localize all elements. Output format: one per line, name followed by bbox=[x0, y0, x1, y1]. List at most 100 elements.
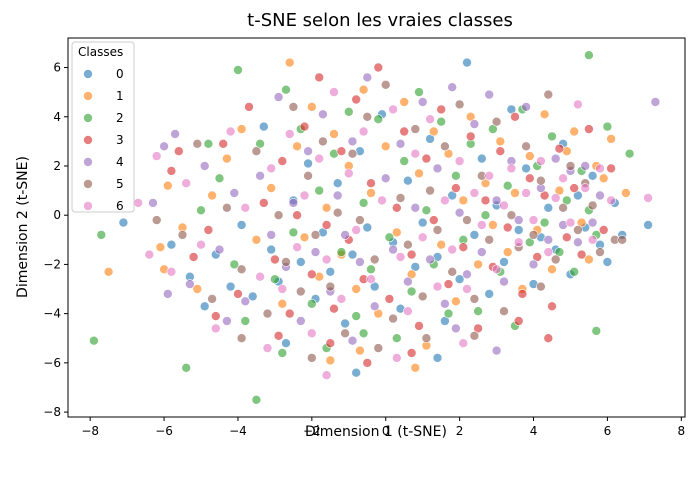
legend-title: Classes bbox=[78, 45, 123, 59]
point-class-2 bbox=[281, 84, 291, 95]
point-class-4 bbox=[318, 109, 328, 120]
point-class-4 bbox=[163, 289, 173, 299]
point-class-6 bbox=[580, 183, 591, 193]
point-class-6 bbox=[395, 252, 406, 262]
point-class-3 bbox=[366, 178, 376, 188]
point-class-4 bbox=[222, 316, 232, 326]
point-class-0 bbox=[166, 239, 177, 250]
point-class-6 bbox=[491, 264, 502, 275]
point-class-4 bbox=[170, 129, 180, 139]
point-class-4 bbox=[491, 195, 502, 206]
point-class-2 bbox=[314, 185, 325, 196]
point-class-3 bbox=[321, 220, 332, 230]
point-class-2 bbox=[406, 286, 417, 297]
point-class-0 bbox=[643, 220, 653, 230]
point-class-6 bbox=[314, 153, 325, 164]
point-class-6 bbox=[151, 151, 162, 161]
point-class-6 bbox=[410, 148, 421, 159]
point-class-5 bbox=[425, 185, 435, 196]
point-class-6 bbox=[606, 195, 616, 206]
y-tick-label: −8 bbox=[43, 405, 61, 419]
point-class-0 bbox=[332, 178, 343, 188]
point-class-1 bbox=[495, 136, 506, 147]
point-class-6 bbox=[513, 237, 524, 248]
point-class-1 bbox=[366, 188, 376, 198]
point-class-2 bbox=[480, 210, 491, 220]
point-class-6 bbox=[440, 195, 450, 206]
y-tick-label: −2 bbox=[43, 257, 61, 271]
point-class-6 bbox=[284, 129, 295, 139]
x-tick-label: −4 bbox=[229, 424, 247, 438]
x-tick-label: 0 bbox=[382, 424, 390, 438]
point-class-3 bbox=[569, 183, 580, 193]
point-class-6 bbox=[266, 163, 277, 174]
point-class-4 bbox=[440, 298, 450, 309]
point-class-2 bbox=[547, 131, 557, 142]
point-class-0 bbox=[602, 257, 613, 267]
point-class-5 bbox=[454, 99, 465, 110]
point-class-4 bbox=[513, 215, 524, 225]
point-class-5 bbox=[536, 281, 546, 292]
point-class-3 bbox=[244, 102, 254, 112]
point-class-3 bbox=[576, 249, 587, 260]
point-class-4 bbox=[369, 301, 380, 312]
point-class-0 bbox=[543, 203, 554, 213]
legend-marker-4 bbox=[83, 157, 93, 167]
point-class-2 bbox=[602, 121, 613, 132]
point-class-0 bbox=[484, 289, 495, 299]
point-class-3 bbox=[606, 163, 616, 174]
point-class-4 bbox=[595, 190, 605, 201]
point-class-4 bbox=[388, 244, 398, 255]
point-class-1 bbox=[236, 124, 247, 134]
legend-marker-2 bbox=[83, 113, 93, 123]
point-class-4 bbox=[199, 161, 210, 171]
point-class-6 bbox=[225, 126, 236, 137]
point-class-5 bbox=[192, 139, 203, 149]
point-class-4 bbox=[451, 323, 461, 334]
point-class-1 bbox=[325, 355, 336, 366]
point-class-6 bbox=[211, 323, 221, 334]
point-class-5 bbox=[380, 80, 391, 90]
x-tick-label: −6 bbox=[155, 424, 173, 438]
point-class-6 bbox=[388, 104, 398, 115]
point-class-3 bbox=[513, 316, 524, 326]
point-class-6 bbox=[181, 178, 191, 188]
point-class-1 bbox=[473, 259, 483, 270]
point-class-1 bbox=[277, 298, 288, 309]
point-class-2 bbox=[373, 114, 384, 124]
point-class-3 bbox=[384, 294, 395, 304]
point-class-3 bbox=[543, 333, 554, 344]
point-class-5 bbox=[281, 257, 291, 267]
point-class-5 bbox=[587, 200, 598, 211]
point-class-4 bbox=[580, 161, 591, 171]
point-class-5 bbox=[417, 291, 428, 302]
point-class-3 bbox=[391, 203, 402, 213]
point-class-4 bbox=[587, 217, 598, 228]
point-class-3 bbox=[510, 112, 520, 122]
point-class-0 bbox=[266, 244, 277, 255]
point-class-3 bbox=[166, 166, 177, 176]
point-class-6 bbox=[166, 266, 177, 277]
point-class-4 bbox=[403, 276, 413, 287]
point-class-2 bbox=[288, 227, 299, 238]
point-class-5 bbox=[295, 286, 306, 297]
point-class-6 bbox=[240, 203, 251, 213]
point-class-4 bbox=[499, 276, 509, 287]
point-class-5 bbox=[543, 89, 554, 100]
legend-marker-1 bbox=[83, 91, 93, 101]
point-class-1 bbox=[192, 284, 203, 294]
point-class-6 bbox=[573, 99, 583, 110]
point-class-2 bbox=[591, 326, 602, 336]
point-class-0 bbox=[303, 158, 313, 169]
point-class-5 bbox=[447, 266, 458, 277]
legend-label-5: 5 bbox=[116, 177, 124, 191]
point-class-6 bbox=[565, 217, 576, 228]
point-class-0 bbox=[432, 353, 443, 363]
point-class-6 bbox=[558, 173, 568, 184]
point-class-5 bbox=[262, 308, 273, 319]
y-tick-label: 0 bbox=[53, 208, 61, 222]
point-class-1 bbox=[103, 266, 114, 277]
point-class-4 bbox=[469, 119, 480, 129]
point-class-4 bbox=[550, 153, 561, 164]
point-class-5 bbox=[484, 235, 495, 245]
